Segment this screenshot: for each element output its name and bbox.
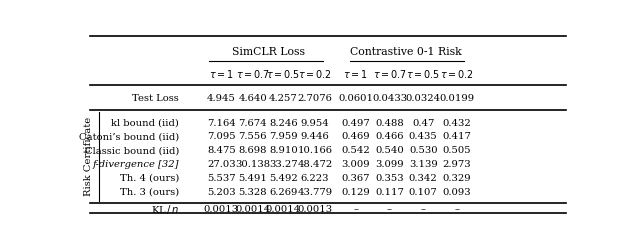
Text: 0.0324: 0.0324 (406, 94, 441, 103)
Text: 0.47: 0.47 (412, 119, 435, 127)
Text: 0.540: 0.540 (375, 146, 404, 155)
Text: 8.246: 8.246 (269, 119, 298, 127)
Text: 43.779: 43.779 (298, 188, 333, 197)
Text: 7.556: 7.556 (238, 132, 267, 141)
Text: 0.0013: 0.0013 (298, 205, 333, 214)
Text: Contrastive 0-1 Risk: Contrastive 0-1 Risk (351, 47, 462, 57)
Text: Risk Certificate: Risk Certificate (84, 117, 93, 196)
Text: 6.223: 6.223 (301, 174, 330, 183)
Text: 0.542: 0.542 (341, 146, 370, 155)
Text: 0.417: 0.417 (442, 132, 472, 141)
Text: 8.910: 8.910 (269, 146, 298, 155)
Text: 3.099: 3.099 (375, 160, 404, 169)
Text: 5.491: 5.491 (238, 174, 267, 183)
Text: 0.0433: 0.0433 (372, 94, 407, 103)
Text: $\tau=0.7$: $\tau=0.7$ (373, 68, 406, 80)
Text: $\tau=0.5$: $\tau=0.5$ (266, 68, 300, 80)
Text: 27.03: 27.03 (207, 160, 236, 169)
Text: 0.367: 0.367 (342, 174, 370, 183)
Text: 0.530: 0.530 (409, 146, 438, 155)
Text: 0.329: 0.329 (443, 174, 471, 183)
Text: 0.107: 0.107 (409, 188, 438, 197)
Text: 0.117: 0.117 (375, 188, 404, 197)
Text: 33.27: 33.27 (269, 160, 298, 169)
Text: 0.469: 0.469 (342, 132, 370, 141)
Text: Test Loss: Test Loss (132, 94, 179, 103)
Text: 4.640: 4.640 (238, 94, 267, 103)
Text: 0.0014: 0.0014 (235, 205, 270, 214)
Text: KL$\,/\,n$: KL$\,/\,n$ (151, 203, 179, 216)
Text: 0.342: 0.342 (409, 174, 438, 183)
Text: Catoni’s bound (iid): Catoni’s bound (iid) (79, 132, 179, 141)
Text: 3.139: 3.139 (409, 160, 438, 169)
Text: 8.698: 8.698 (238, 146, 267, 155)
Text: $\tau=0.7$: $\tau=0.7$ (236, 68, 269, 80)
Text: –: – (420, 205, 426, 214)
Text: 0.432: 0.432 (443, 119, 471, 127)
Text: 10.166: 10.166 (298, 146, 333, 155)
Text: 0.0199: 0.0199 (440, 94, 474, 103)
Text: 2.7076: 2.7076 (298, 94, 333, 103)
Text: –: – (387, 205, 392, 214)
Text: $\tau=0.2$: $\tau=0.2$ (440, 68, 474, 80)
Text: 5.492: 5.492 (269, 174, 298, 183)
Text: 5.328: 5.328 (238, 188, 267, 197)
Text: 9.446: 9.446 (301, 132, 330, 141)
Text: 7.164: 7.164 (207, 119, 236, 127)
Text: Th. 3 (ours): Th. 3 (ours) (120, 188, 179, 197)
Text: –: – (353, 205, 358, 214)
Text: 0.488: 0.488 (375, 119, 404, 127)
Text: 0.435: 0.435 (409, 132, 438, 141)
Text: 0.505: 0.505 (443, 146, 471, 155)
Text: 0.0014: 0.0014 (266, 205, 301, 214)
Text: 0.466: 0.466 (375, 132, 404, 141)
Text: 5.537: 5.537 (207, 174, 236, 183)
Text: –: – (454, 205, 460, 214)
Text: 2.973: 2.973 (443, 160, 471, 169)
Text: 7.674: 7.674 (238, 119, 267, 127)
Text: 9.954: 9.954 (301, 119, 330, 127)
Text: Classic bound (iid): Classic bound (iid) (85, 146, 179, 155)
Text: 0.093: 0.093 (443, 188, 471, 197)
Text: 7.959: 7.959 (269, 132, 298, 141)
Text: 30.138: 30.138 (235, 160, 270, 169)
Text: 4.257: 4.257 (269, 94, 298, 103)
Text: 3.009: 3.009 (342, 160, 370, 169)
Text: 4.945: 4.945 (207, 94, 236, 103)
Text: 7.095: 7.095 (207, 132, 236, 141)
Text: $\tau=0.5$: $\tau=0.5$ (406, 68, 440, 80)
Text: Th. 4 (ours): Th. 4 (ours) (120, 174, 179, 183)
Text: $\tau=1$: $\tau=1$ (344, 68, 368, 80)
Text: $\tau=0.2$: $\tau=0.2$ (298, 68, 332, 80)
Text: 0.0013: 0.0013 (204, 205, 239, 214)
Text: kl bound (iid): kl bound (iid) (111, 119, 179, 127)
Text: 0.353: 0.353 (375, 174, 404, 183)
Text: 6.269: 6.269 (269, 188, 298, 197)
Text: 0.497: 0.497 (341, 119, 370, 127)
Text: 48.472: 48.472 (298, 160, 333, 169)
Text: SimCLR Loss: SimCLR Loss (232, 47, 305, 57)
Text: 0.129: 0.129 (341, 188, 370, 197)
Text: f-divergence [32]: f-divergence [32] (93, 160, 179, 169)
Text: 0.0601: 0.0601 (339, 94, 373, 103)
Text: 5.203: 5.203 (207, 188, 236, 197)
Text: 8.475: 8.475 (207, 146, 236, 155)
Text: $\tau=1$: $\tau=1$ (209, 68, 234, 80)
